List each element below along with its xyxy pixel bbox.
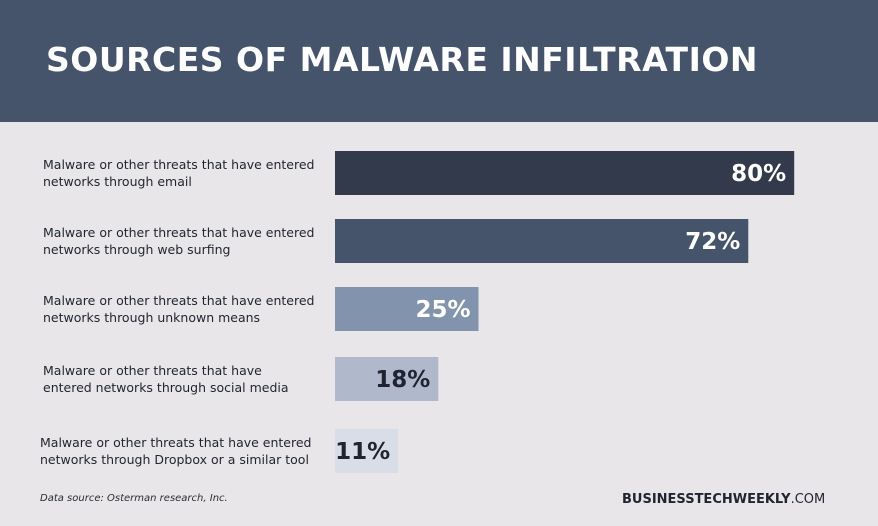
bar-2 — [335, 287, 479, 331]
brand-domain: .COM — [790, 492, 826, 507]
value-label-4: 11% — [335, 439, 390, 465]
category-label-0: Malware or other threats that have enter… — [43, 157, 314, 189]
value-label-2: 25% — [415, 297, 470, 323]
category-label-3: Malware or other threats that have entere… — [43, 363, 289, 395]
chart-title: SOURCES OF MALWARE INFILTRATION — [46, 40, 759, 79]
category-label-2: Malware or other threats that have enter… — [43, 293, 314, 325]
value-label-1: 72% — [685, 229, 740, 255]
category-label-4: Malware or other threats that have enter… — [40, 435, 311, 467]
category-label-1: Malware or other threats that have enter… — [43, 225, 314, 257]
value-label-3: 18% — [375, 367, 430, 393]
bar-1 — [335, 219, 749, 263]
brand-name: BUSINESSTECHWEEKLY — [622, 492, 791, 507]
data-source-note: Data source: Osterman research, Inc. — [40, 493, 228, 504]
bar-0 — [335, 151, 795, 195]
value-label-0: 80% — [731, 161, 786, 187]
brand-logo-text: BUSINESSTECHWEEKLY.COM — [622, 492, 825, 507]
bar-4 — [335, 429, 399, 473]
bar-3 — [335, 357, 439, 401]
header-banner: SOURCES OF MALWARE INFILTRATION — [0, 0, 878, 122]
